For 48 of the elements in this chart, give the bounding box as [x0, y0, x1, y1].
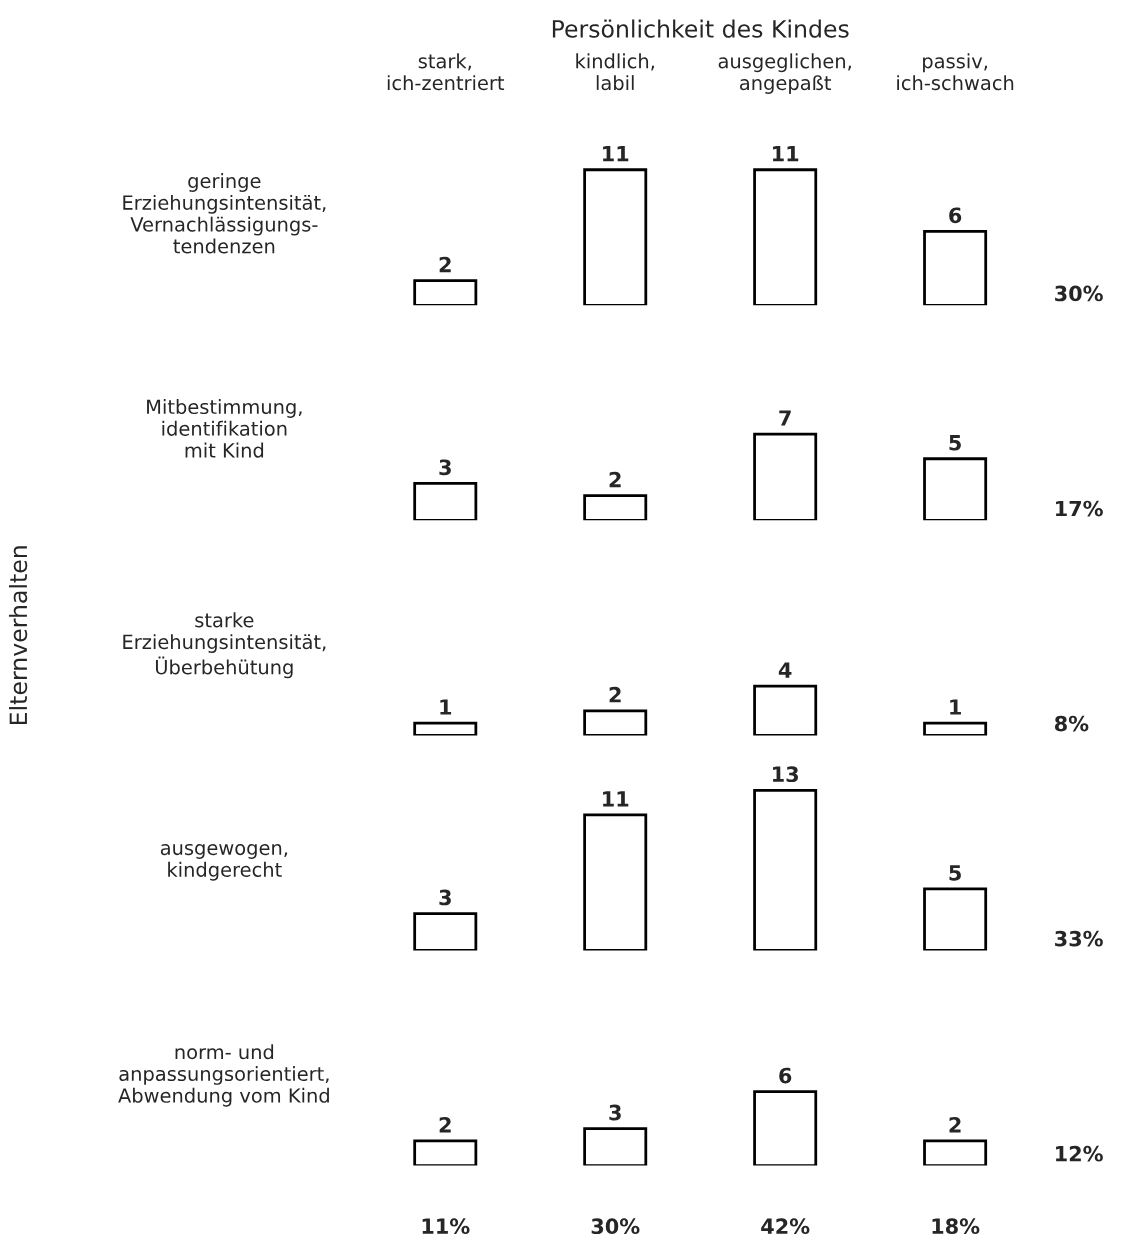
text: 30%	[591, 1218, 640, 1235]
data-label: 2	[439, 256, 451, 273]
data-label: 2	[609, 471, 621, 488]
data-label: 3	[439, 459, 451, 476]
data-label: 11	[773, 146, 799, 162]
data-label: 5	[949, 435, 961, 451]
bar	[583, 494, 648, 521]
chart-subtitle: norm- und anpassungsorientiert, Abwendung vom Kind	[118, 1044, 329, 1107]
text: 30%	[1055, 285, 1103, 302]
y-axis-title: Elternverhalten	[8, 546, 28, 725]
data-label: 2	[949, 1116, 961, 1133]
chart-title: Persönlichkeit des Kindes	[552, 19, 849, 38]
bar	[753, 432, 818, 521]
chart-subtitle: Mitbestimmung, identifikation mit Kind	[147, 399, 302, 458]
data-label: 11	[603, 791, 629, 807]
text: ausgewogen, kindgerecht	[160, 843, 288, 881]
x-tick-label: passiv, ich-schwach	[897, 53, 1014, 91]
chart-subtitle: starke Erziehungsintensität, Überbehütung	[123, 612, 326, 679]
data-label: 7	[779, 410, 791, 426]
bar	[413, 912, 478, 951]
data-label: 11	[603, 146, 629, 162]
text: 17%	[1056, 500, 1103, 517]
x-tick-label: stark, ich-zentriert	[387, 53, 505, 91]
bar	[753, 788, 818, 951]
text: 12%	[1056, 1145, 1103, 1162]
bar	[413, 482, 478, 521]
data-label: 2	[439, 1116, 451, 1133]
data-label: 6	[779, 1067, 792, 1084]
data-label: 2	[609, 686, 621, 703]
data-label: 1	[440, 699, 452, 715]
data-label: 5	[949, 865, 961, 881]
data-label: 6	[949, 207, 962, 224]
x-tick-label: ausgeglichen, angepaßt	[718, 53, 851, 94]
text: 8%	[1054, 715, 1089, 732]
x-tick-label: kindlich, labil	[576, 53, 654, 91]
text: 42%	[761, 1218, 810, 1235]
data-label: 4	[778, 662, 792, 678]
text: 33%	[1055, 930, 1103, 947]
text: 11%	[422, 1218, 470, 1235]
data-label: 3	[439, 889, 451, 906]
bar	[923, 457, 988, 521]
bar	[583, 813, 648, 951]
text: 18%	[932, 1218, 980, 1235]
data-label: 3	[609, 1104, 621, 1121]
data-label: 13	[773, 766, 799, 783]
data-label: 1	[950, 699, 961, 715]
text: geringe Erziehungsintensität, Vernachlässigungs- tendenzen	[123, 173, 326, 254]
bar	[923, 887, 988, 951]
